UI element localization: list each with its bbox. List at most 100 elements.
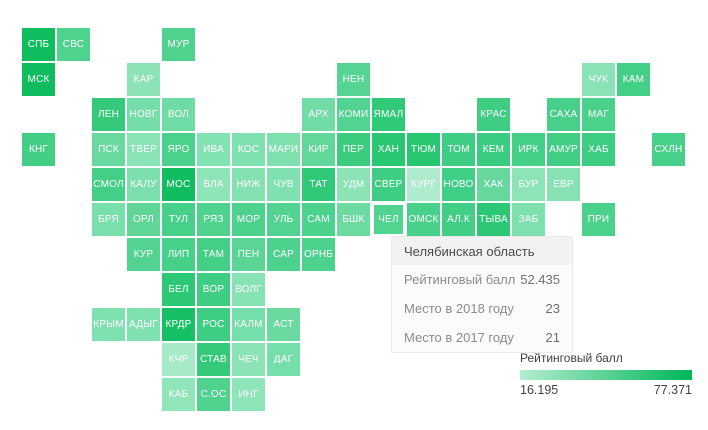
map-tile-ТЫВА[interactable]: ТЫВА (477, 203, 510, 236)
map-tile-ПЕН[interactable]: ПЕН (232, 238, 265, 271)
region-tooltip: Челябинская область Рейтинговый балл 52.… (391, 236, 573, 353)
map-tile-ХАБ[interactable]: ХАБ (582, 133, 615, 166)
map-tile-ЯРО[interactable]: ЯРО (162, 133, 195, 166)
map-tile-СПБ[interactable]: СПБ (22, 28, 55, 61)
map-tile-БРЯ[interactable]: БРЯ (92, 203, 125, 236)
map-tile-КОС[interactable]: КОС (232, 133, 265, 166)
map-tile-КНГ[interactable]: КНГ (22, 133, 55, 166)
map-tile-СВЕР[interactable]: СВЕР (372, 168, 405, 201)
map-tile-ПРИ[interactable]: ПРИ (582, 203, 615, 236)
map-tile-ВОР[interactable]: ВОР (197, 273, 230, 306)
map-tile-ИРК[interactable]: ИРК (512, 133, 545, 166)
map-tile-ТОМ[interactable]: ТОМ (442, 133, 475, 166)
map-tile-СТАВ[interactable]: СТАВ (197, 343, 230, 376)
map-tile-ТУЛ[interactable]: ТУЛ (162, 203, 195, 236)
map-tile-МАГ[interactable]: МАГ (582, 98, 615, 131)
tooltip-place-2017-label: Место в 2017 году (404, 330, 514, 345)
map-tile-ТЮМ[interactable]: ТЮМ (407, 133, 440, 166)
map-tile-ОРЛ[interactable]: ОРЛ (127, 203, 160, 236)
map-tile-ХАК[interactable]: ХАК (477, 168, 510, 201)
map-tile-ЧУК[interactable]: ЧУК (582, 63, 615, 96)
map-tile-ЛЕН[interactable]: ЛЕН (92, 98, 125, 131)
tooltip-place-2017-value: 21 (545, 330, 560, 345)
map-tile-МОР[interactable]: МОР (232, 203, 265, 236)
map-tile-ВОЛ[interactable]: ВОЛ (162, 98, 195, 131)
map-tile-САМ[interactable]: САМ (302, 203, 335, 236)
map-tile-ОРНБ[interactable]: ОРНБ (302, 238, 335, 271)
legend-title: Рейтинговый балл (520, 351, 623, 365)
map-tile-КИР[interactable]: КИР (302, 133, 335, 166)
map-tile-ТВЕР[interactable]: ТВЕР (127, 133, 160, 166)
map-tile-СМОЛ[interactable]: СМОЛ (92, 168, 125, 201)
map-tile-РОС[interactable]: РОС (197, 308, 230, 341)
legend-min-value: 16.195 (520, 383, 559, 397)
tooltip-row-place-2018: Место в 2018 году 23 (392, 294, 572, 323)
map-tile-НОВГ[interactable]: НОВГ (127, 98, 160, 131)
map-tile-СВС[interactable]: СВС (57, 28, 90, 61)
map-tile-ПСК[interactable]: ПСК (92, 133, 125, 166)
map-tile-ИНГ[interactable]: ИНГ (232, 378, 265, 411)
map-tile-УЛЬ[interactable]: УЛЬ (267, 203, 300, 236)
map-tile-КАЛМ[interactable]: КАЛМ (232, 308, 265, 341)
map-tile-МАРИ[interactable]: МАРИ (267, 133, 300, 166)
map-tile-ТАМ[interactable]: ТАМ (197, 238, 230, 271)
map-tile-АДЫГ[interactable]: АДЫГ (127, 308, 160, 341)
map-tile-МУР[interactable]: МУР (162, 28, 195, 61)
tooltip-row-rating: Рейтинговый балл 52.435 (392, 265, 572, 294)
map-tile-КУР[interactable]: КУР (127, 238, 160, 271)
map-tile-САР[interactable]: САР (267, 238, 300, 271)
map-tile-КАЛУ[interactable]: КАЛУ (127, 168, 160, 201)
tooltip-region-name: Челябинская область (392, 237, 572, 265)
map-tile-МОС[interactable]: МОС (162, 168, 195, 201)
map-tile-САХА[interactable]: САХА (547, 98, 580, 131)
map-tile-ЧЕЧ[interactable]: ЧЕЧ (232, 343, 265, 376)
tooltip-rating-label: Рейтинговый балл (404, 272, 516, 287)
map-tile-ОМСК[interactable]: ОМСК (407, 203, 440, 236)
map-tile-КУРГ[interactable]: КУРГ (407, 168, 440, 201)
map-tile-КРЫМ[interactable]: КРЫМ (92, 308, 125, 341)
map-tile-ХАН[interactable]: ХАН (372, 133, 405, 166)
map-tile-ДАГ[interactable]: ДАГ (267, 343, 300, 376)
map-tile-КРДР[interactable]: КРДР (162, 308, 195, 341)
map-tile-ЧЕЛ[interactable]: ЧЕЛ (372, 203, 405, 236)
map-tile-КОМИ[interactable]: КОМИ (337, 98, 370, 131)
map-tile-БЕЛ[interactable]: БЕЛ (162, 273, 195, 306)
legend-max-value: 77.371 (653, 383, 692, 397)
color-legend: Рейтинговый балл 16.195 77.371 (520, 351, 692, 397)
map-tile-ЯМАЛ[interactable]: ЯМАЛ (372, 98, 405, 131)
tooltip-place-2018-value: 23 (545, 301, 560, 316)
map-tile-С.ОС[interactable]: С.ОС (197, 378, 230, 411)
map-tile-НЕН[interactable]: НЕН (337, 63, 370, 96)
map-tile-БУР[interactable]: БУР (512, 168, 545, 201)
tooltip-place-2018-label: Место в 2018 году (404, 301, 514, 316)
map-tile-АЛ.К[interactable]: АЛ.К (442, 203, 475, 236)
legend-scale: 16.195 77.371 (520, 383, 692, 397)
map-tile-БШК[interactable]: БШК (337, 203, 370, 236)
map-tile-ЗАБ[interactable]: ЗАБ (512, 203, 545, 236)
map-tile-ЛИП[interactable]: ЛИП (162, 238, 195, 271)
map-tile-КЧР[interactable]: КЧР (162, 343, 195, 376)
map-tile-ВЛА[interactable]: ВЛА (197, 168, 230, 201)
map-tile-АМУР[interactable]: АМУР (547, 133, 580, 166)
map-tile-КАР[interactable]: КАР (127, 63, 160, 96)
map-tile-МСК[interactable]: МСК (22, 63, 55, 96)
map-tile-ЧУВ[interactable]: ЧУВ (267, 168, 300, 201)
map-tile-НОВО[interactable]: НОВО (442, 168, 475, 201)
map-tile-АСТ[interactable]: АСТ (267, 308, 300, 341)
map-tile-КАБ[interactable]: КАБ (162, 378, 195, 411)
map-tile-НИЖ[interactable]: НИЖ (232, 168, 265, 201)
map-tile-ИВА[interactable]: ИВА (197, 133, 230, 166)
map-tile-ТАТ[interactable]: ТАТ (302, 168, 335, 201)
map-tile-КАМ[interactable]: КАМ (617, 63, 650, 96)
map-tile-КРАС[interactable]: КРАС (477, 98, 510, 131)
map-tile-УДМ[interactable]: УДМ (337, 168, 370, 201)
map-tile-РЯЗ[interactable]: РЯЗ (197, 203, 230, 236)
map-tile-ЕВР[interactable]: ЕВР (547, 168, 580, 201)
map-tile-КЕМ[interactable]: КЕМ (477, 133, 510, 166)
map-tile-ВОЛГ[interactable]: ВОЛГ (232, 273, 265, 306)
map-tile-АРХ[interactable]: АРХ (302, 98, 335, 131)
map-tile-ПЕР[interactable]: ПЕР (337, 133, 370, 166)
map-tile-СХЛН[interactable]: СХЛН (652, 133, 685, 166)
